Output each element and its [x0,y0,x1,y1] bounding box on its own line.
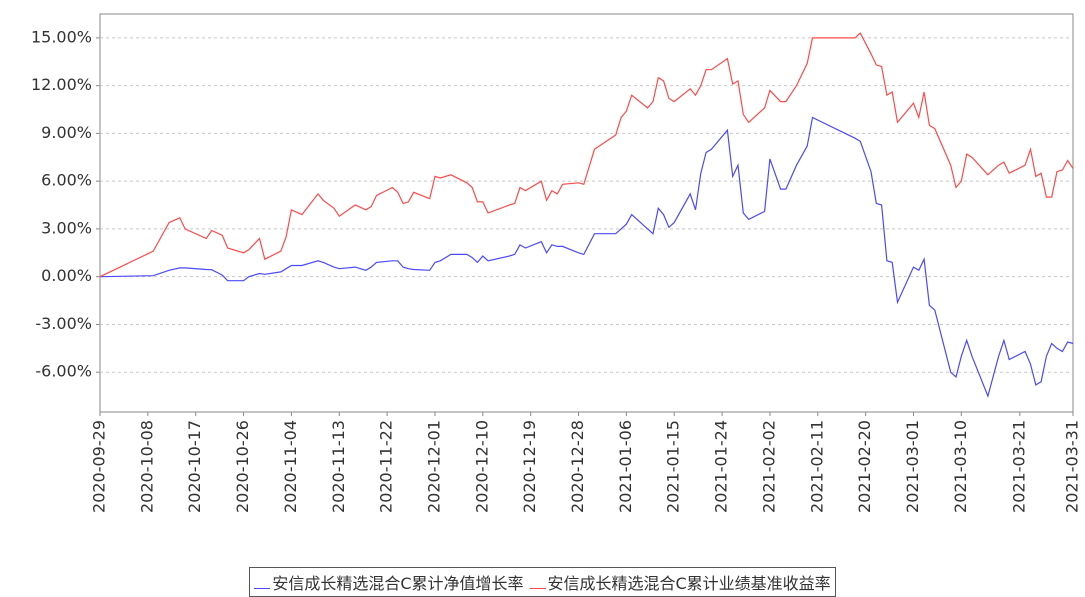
x-tick-label: 2021-02-20 [855,420,874,513]
x-tick-label: 2020-12-28 [568,420,587,513]
y-tick-label: -6.00% [35,362,92,381]
plot-area [99,13,1074,413]
x-tick-label: 2020-12-19 [520,420,539,513]
x-tick-label: 2021-01-06 [616,420,635,513]
x-tick-label: 2021-03-01 [903,420,922,513]
legend-item: 安信成长精选混合C累计业绩基准收益率 [529,570,831,594]
x-tick-label: 2020-10-08 [137,420,156,513]
y-tick-label: 9.00% [41,123,92,142]
x-tick-label: 2020-11-13 [329,420,348,513]
series-line [99,32,1074,278]
x-tick-label: 2021-03-31 [1063,420,1082,513]
y-tick-label: 12.00% [31,75,92,94]
y-tick-label: 0.00% [41,266,92,285]
x-tick-label: 2021-03-21 [1009,420,1028,513]
x-tick-label: 2021-01-15 [664,420,683,513]
y-tick-label: 6.00% [41,171,92,190]
x-tick-label: 2020-12-01 [424,420,443,513]
x-tick-label: 2021-01-24 [712,420,731,513]
legend-swatch [529,588,546,589]
legend-item: 安信成长精选混合C累计净值增长率 [254,570,524,594]
y-tick-label: -3.00% [35,314,92,333]
legend-swatch [254,588,271,589]
legend: 安信成长精选混合C累计净值增长率 安信成长精选混合C累计业绩基准收益率 [0,567,1085,597]
chart: -6.00% -3.00% 0.00% 3.00% 6.00% 9.00% 12.00% 15… [31,13,1082,513]
series-line [99,116,1074,398]
x-tick-label: 2020-12-10 [472,420,491,513]
x-tick-label: 2021-02-11 [807,420,826,513]
x-tick-label: 2020-09-29 [90,420,109,513]
x-tick-label: 2020-11-04 [281,420,300,513]
x-tick-label: 2020-11-22 [377,420,396,513]
x-tick-label: 2020-10-26 [233,420,252,513]
legend-box: 安信成长精选混合C累计净值增长率 安信成长精选混合C累计业绩基准收益率 [249,567,836,597]
y-tick-label: 15.00% [31,27,92,46]
y-tick-label: 3.00% [41,218,92,237]
legend-label: 安信成长精选混合C累计净值增长率 [272,574,524,593]
x-tick-label: 2021-02-02 [759,420,778,513]
legend-label: 安信成长精选混合C累计业绩基准收益率 [547,574,831,593]
x-tick-label: 2021-03-10 [951,420,970,513]
x-tick-label: 2020-10-17 [185,420,204,513]
